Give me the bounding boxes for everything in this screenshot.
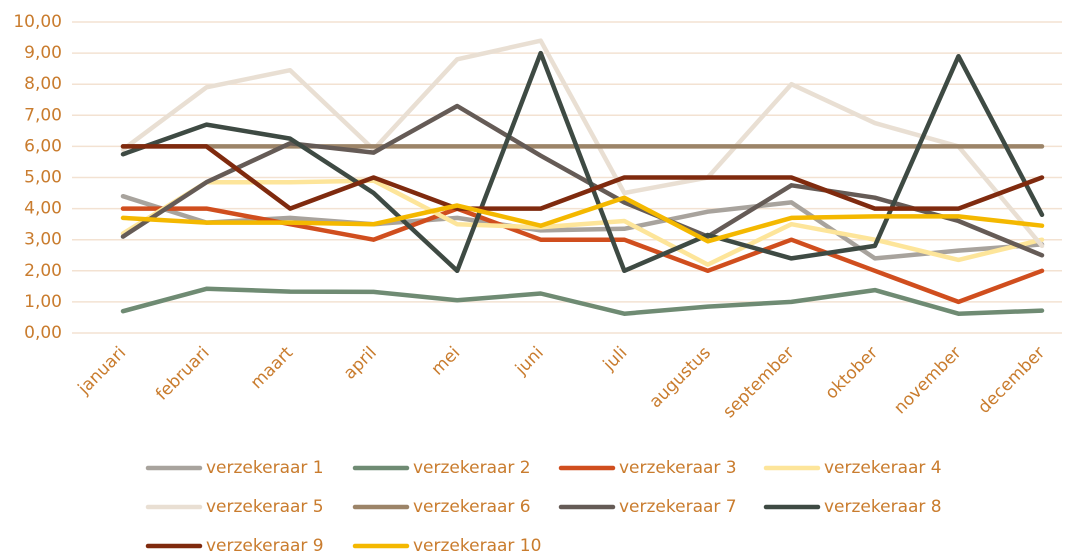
y-tick-label: 1,00: [24, 292, 62, 312]
legend-label: verzekeraar 4: [824, 458, 942, 478]
legend-label: verzekeraar 2: [413, 458, 531, 478]
legend-label: verzekeraar 10: [413, 536, 541, 556]
legend-label: verzekeraar 9: [206, 536, 324, 556]
legend-label: verzekeraar 1: [206, 458, 324, 478]
x-tick-label: april: [340, 343, 381, 384]
x-tick-label: maart: [247, 343, 297, 393]
series-line: [120, 103, 1045, 258]
series-line: [120, 38, 1045, 249]
y-tick-label: 3,00: [24, 230, 62, 250]
legend-label: verzekeraar 7: [619, 497, 737, 517]
legend-label: verzekeraar 6: [413, 497, 531, 517]
x-tick-label: september: [719, 343, 798, 422]
y-tick-label: 10,00: [13, 12, 62, 32]
y-tick-label: 2,00: [24, 261, 62, 281]
x-tick-label: januari: [74, 343, 130, 399]
x-tick-label: februari: [152, 343, 214, 405]
x-tick-label: november: [890, 343, 965, 418]
x-tick-label: juni: [511, 343, 548, 380]
legend-label: verzekeraar 8: [824, 497, 942, 517]
legend-label: verzekeraar 5: [206, 497, 324, 517]
series-line: [120, 195, 1045, 244]
x-tick-label: mei: [428, 343, 465, 380]
x-tick-label: juli: [599, 343, 631, 375]
x-tick-label: augustus: [646, 343, 715, 412]
x-tick-label: oktober: [821, 343, 882, 404]
y-tick-label: 8,00: [24, 74, 62, 94]
y-tick-label: 9,00: [24, 43, 62, 63]
series-line: [120, 178, 1045, 267]
y-tick-label: 6,00: [24, 136, 62, 156]
y-tick-label: 5,00: [24, 168, 62, 188]
y-tick-label: 7,00: [24, 105, 62, 125]
y-tick-label: 4,00: [24, 199, 62, 219]
x-tick-label: december: [974, 343, 1049, 418]
series-line: [120, 144, 1045, 211]
legend-label: verzekeraar 3: [619, 458, 737, 478]
series-line: [120, 193, 1045, 261]
y-tick-label: 0,00: [24, 323, 62, 343]
series-line: [120, 286, 1045, 316]
